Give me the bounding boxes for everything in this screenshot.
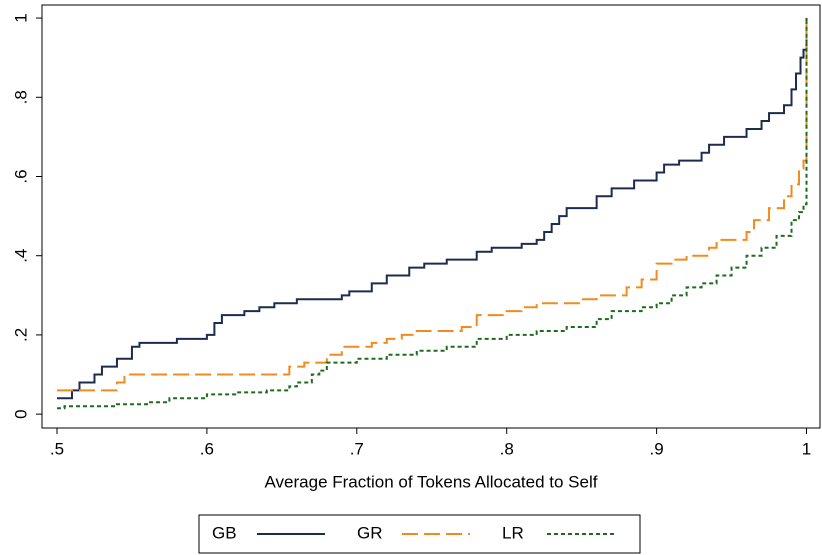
y-tick-label: 1	[11, 13, 30, 22]
x-tick-label: 1	[802, 439, 811, 458]
legend: GB GR LR	[198, 514, 641, 554]
legend-label: GB	[212, 523, 237, 542]
legend-label: GR	[357, 523, 383, 542]
series-line	[56, 18, 808, 400]
x-tick-label: .5	[50, 439, 64, 458]
x-tick-label: .6	[200, 439, 214, 458]
x-tick-label: .8	[500, 439, 514, 458]
plot-frame	[41, 4, 821, 429]
x-tick-label: .9	[650, 439, 664, 458]
y-tick-label: 0	[11, 409, 30, 418]
legend-label: LR	[502, 523, 524, 542]
y-tick-label: .2	[11, 328, 30, 342]
y-tick-label: .4	[11, 249, 30, 263]
x-axis-label: Average Fraction of Tokens Allocated to …	[265, 472, 598, 491]
series-line	[56, 18, 808, 410]
y-tick-label: .6	[11, 169, 30, 183]
x-tick-label: .7	[350, 439, 364, 458]
y-tick-label: .8	[11, 90, 30, 104]
series-line	[56, 18, 808, 392]
